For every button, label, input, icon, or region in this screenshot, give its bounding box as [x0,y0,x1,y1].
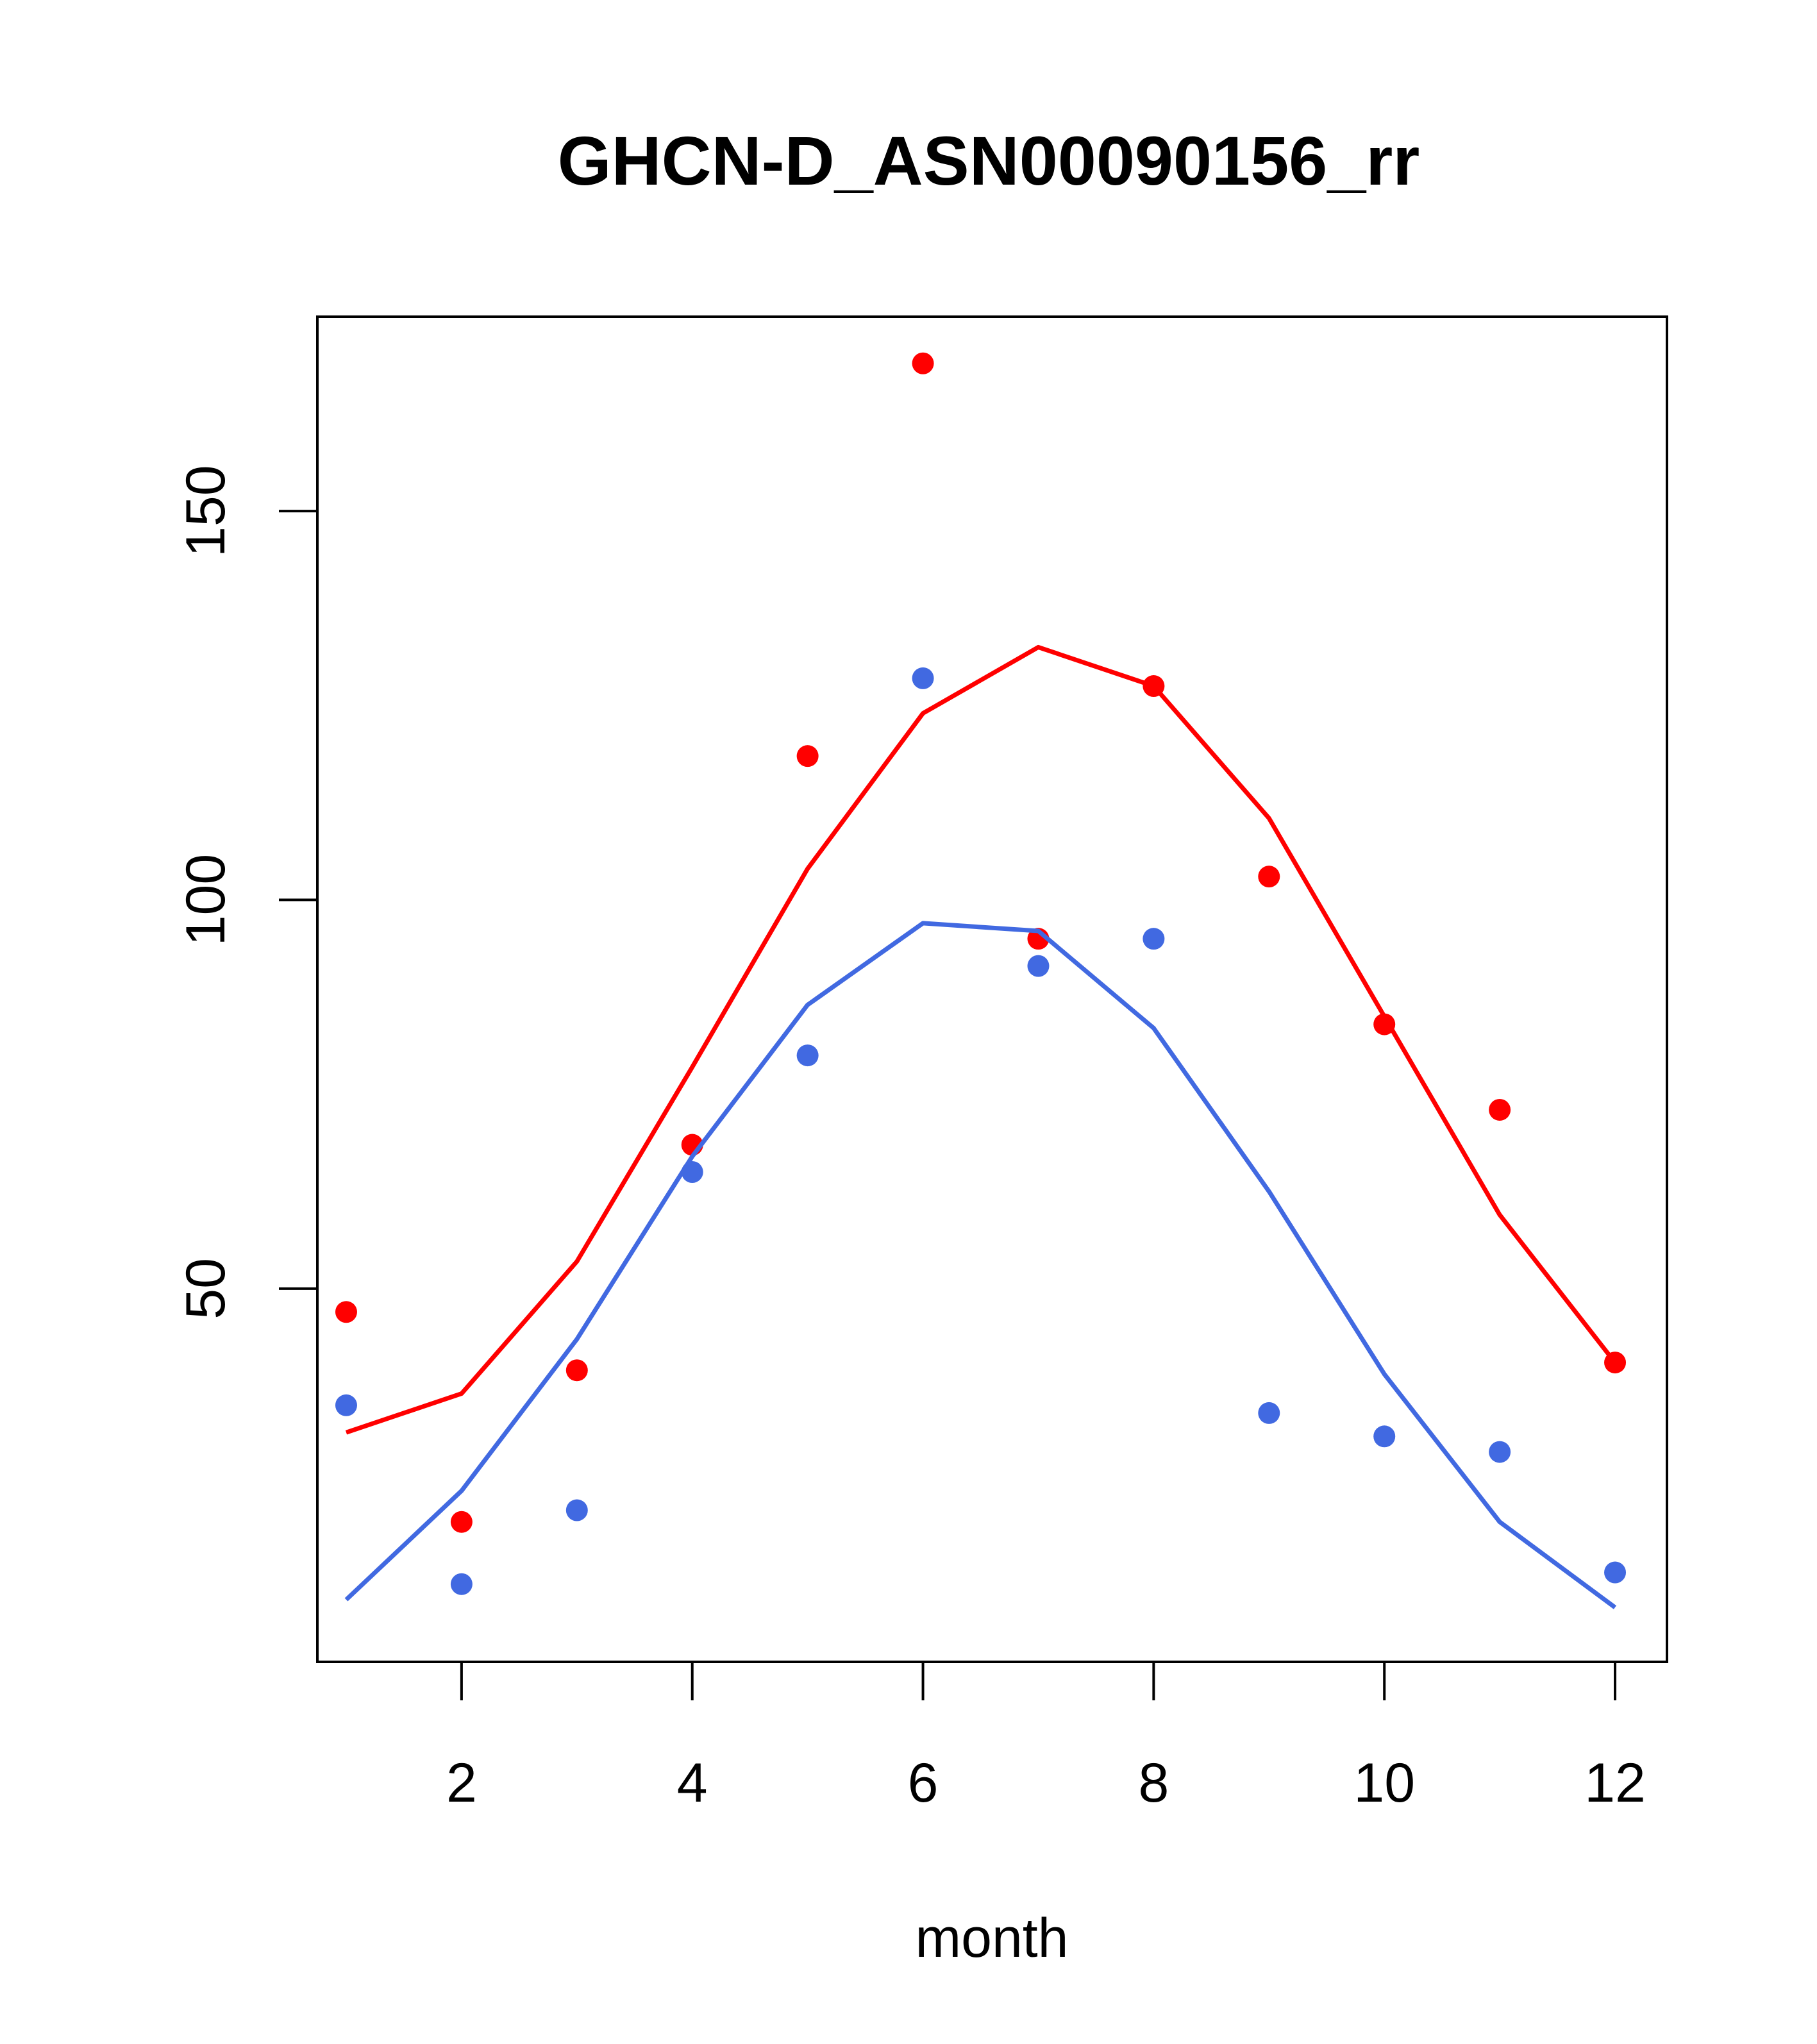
data-point [1258,866,1280,888]
data-point [912,352,934,374]
y-axis: 50 100 150 [175,465,319,1319]
data-point [1143,675,1165,698]
x-tick-label: 6 [908,1752,939,1814]
series-line [345,644,1617,1435]
series-layer [335,352,1627,1609]
x-tick-label: 8 [1138,1752,1169,1814]
data-point [565,1499,588,1521]
data-point [681,1160,703,1183]
data-point [450,1573,473,1595]
data-point [1027,955,1050,977]
data-point [912,667,934,689]
data-point [335,1394,357,1416]
data-point [1489,1098,1511,1121]
x-tick-label: 12 [1584,1752,1646,1814]
x-tick-label: 2 [446,1752,477,1814]
data-point [450,1511,473,1533]
y-tick-label: 100 [175,854,237,946]
x-tick-label: 10 [1353,1752,1415,1814]
plot-frame [316,315,1668,1663]
data-point [796,1044,819,1067]
series-1 [335,352,1627,1533]
data-point [1489,1441,1511,1463]
data-point [796,745,819,767]
data-point [1373,1425,1396,1448]
series-2 [335,667,1627,1609]
data-point [1258,1402,1280,1424]
y-tick-label: 150 [175,465,237,557]
data-point [565,1359,588,1382]
data-point [1373,1013,1396,1035]
series-line [344,921,1617,1609]
x-tick-label: 4 [677,1752,708,1814]
data-point [1604,1352,1627,1374]
data-point [335,1301,357,1323]
data-point [1143,928,1165,950]
x-axis-label: month [915,1907,1068,1969]
data-point [1604,1561,1627,1584]
x-axis: 2 4 6 8 10 12 [446,1661,1646,1814]
y-tick-label: 50 [175,1258,237,1319]
chart-title: GHCN-D_ASN00090156_rr [558,122,1420,199]
